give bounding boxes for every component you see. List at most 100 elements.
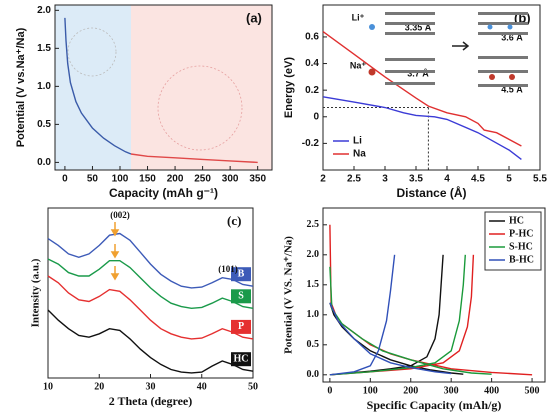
x-tick-label: 200	[167, 174, 184, 185]
data-line	[329, 254, 492, 376]
legend-tag	[231, 267, 251, 282]
x-tick-label: 300	[444, 385, 459, 396]
panel: 2 2.5 3 3.5 4 4.5 5 5.5 -0.2 0 0.2 0.4 0.6 Distance (…	[283, 4, 547, 200]
shaded-region	[131, 5, 272, 170]
x-axis-label: 2 Theta (degree)	[109, 394, 193, 408]
legend-label: HC	[509, 215, 524, 226]
annotation: 3.7 Å	[407, 68, 429, 78]
x-tick-label: 250	[194, 174, 211, 185]
y-tick-label: 0.0	[37, 157, 51, 168]
panel-label: (c)	[227, 213, 241, 228]
annotation: (002)	[110, 210, 130, 220]
x-tick-label: 350	[249, 174, 266, 185]
y-tick-label: 2.0	[37, 5, 51, 16]
y-tick-label: 0.4	[305, 58, 319, 69]
data-line	[322, 96, 522, 160]
y-tick-label: -0.2	[302, 138, 320, 149]
x-tick-label: 2.5	[347, 174, 361, 185]
legend-label: Na	[353, 149, 366, 160]
y-tick-label: 1.5	[37, 43, 51, 54]
shaded-region	[55, 5, 132, 170]
annotation: 4.5 Å	[501, 84, 523, 94]
x-axis-label: Capacity (mAh g⁻¹)	[109, 186, 218, 200]
x-tick-label: 50	[87, 174, 99, 185]
data-line	[322, 31, 522, 147]
panel-label: (a)	[246, 10, 262, 25]
data-line	[47, 309, 254, 374]
legend-label: S	[238, 291, 244, 302]
plot-frame	[322, 4, 541, 171]
panel: 0 100 200 300 400 500 0.0 0.5 1.0 1.5 2.0 2.5 Specif…	[283, 207, 546, 412]
peak-arrows	[110, 222, 120, 281]
x-tick-label: 200	[403, 385, 418, 396]
x-tick-label: 3	[382, 174, 388, 185]
x-tick-label: 4	[444, 174, 450, 185]
x-tick-label: 20	[94, 381, 104, 392]
legend-tag	[231, 352, 251, 367]
x-tick-label: 100	[112, 174, 129, 185]
x-tick-label: 0	[62, 174, 68, 185]
data-line	[47, 232, 254, 289]
x-tick-label: 3.5	[409, 174, 423, 185]
y-tick-label: 0.0	[307, 369, 320, 380]
y-tick-label: 1.0	[37, 81, 51, 92]
x-tick-label: 300	[222, 174, 239, 185]
x-axis-label: Distance (Å)	[396, 185, 466, 200]
data-line	[47, 275, 254, 340]
x-tick-label: 30	[146, 381, 156, 392]
legend-tag	[231, 289, 251, 304]
y-tick-label: 0.6	[305, 32, 319, 43]
data-line	[329, 254, 452, 376]
y-tick-label: 1.0	[307, 309, 320, 320]
data-line	[64, 17, 132, 155]
legend-label: B	[238, 268, 245, 279]
y-axis-label: Potential (V VS. Na⁺/Na)	[283, 236, 295, 354]
y-axis-label: Energy (eV)	[283, 57, 295, 118]
y-tick-label: 0.2	[305, 85, 319, 96]
x-tick-label: 0	[327, 385, 332, 396]
x-tick-label: 100	[363, 385, 378, 396]
annotation: Na⁺	[350, 60, 367, 70]
x-tick-label: 10	[43, 381, 53, 392]
x-tick-label: 50	[248, 381, 258, 392]
x-tick-label: 400	[484, 385, 499, 396]
panel: 0 50 100 150 200 250 300 350 0.0 0.5 1.0 1.5 2.0 Capa…	[15, 4, 273, 200]
legend-label: P	[238, 321, 244, 332]
y-tick-label: 0.5	[37, 119, 51, 130]
y-tick-label: 1.5	[307, 279, 320, 290]
panel: 10 20 30 40 50 2 Theta (degree) Intensity (a.u…	[30, 207, 258, 408]
plot-frame	[47, 207, 254, 379]
annotation: (101)	[218, 264, 238, 274]
x-tick-label: 5.5	[533, 174, 547, 185]
x-axis-label: Specific Capacity (mAh/g)	[367, 398, 502, 412]
x-tick-label: 500	[525, 385, 540, 396]
y-tick-label: 2.5	[307, 219, 320, 230]
layer-illustration	[368, 12, 528, 87]
x-tick-label: 5	[506, 174, 512, 185]
legend-label: B-HC	[509, 254, 534, 265]
y-tick-label: 0.5	[307, 339, 320, 350]
legend-tag	[231, 319, 251, 334]
y-tick-label: 2.0	[307, 249, 320, 260]
particle-illustration	[67, 27, 243, 151]
legend-label: HC	[234, 353, 249, 364]
x-tick-label: 2	[320, 174, 326, 185]
plot-frame	[54, 4, 273, 171]
legend-label: S-HC	[509, 241, 533, 252]
plot-frame	[322, 207, 546, 383]
y-tick-label: 0	[313, 111, 319, 122]
legend-label: P-HC	[509, 228, 533, 239]
x-tick-label: 40	[197, 381, 207, 392]
x-tick-label: 150	[139, 174, 156, 185]
annotation: Li⁺	[352, 12, 365, 22]
data-line	[130, 153, 258, 164]
annotation: 3.35 Å	[405, 22, 432, 32]
data-line	[47, 258, 254, 310]
x-tick-label: 4.5	[471, 174, 485, 185]
annotation: 3.6 Å	[501, 32, 523, 42]
legend-label: Li	[353, 136, 362, 147]
y-axis-label: Intensity (a.u.)	[30, 258, 42, 327]
y-axis-label: Potential (V vs.Na⁺/Na)	[15, 27, 27, 147]
